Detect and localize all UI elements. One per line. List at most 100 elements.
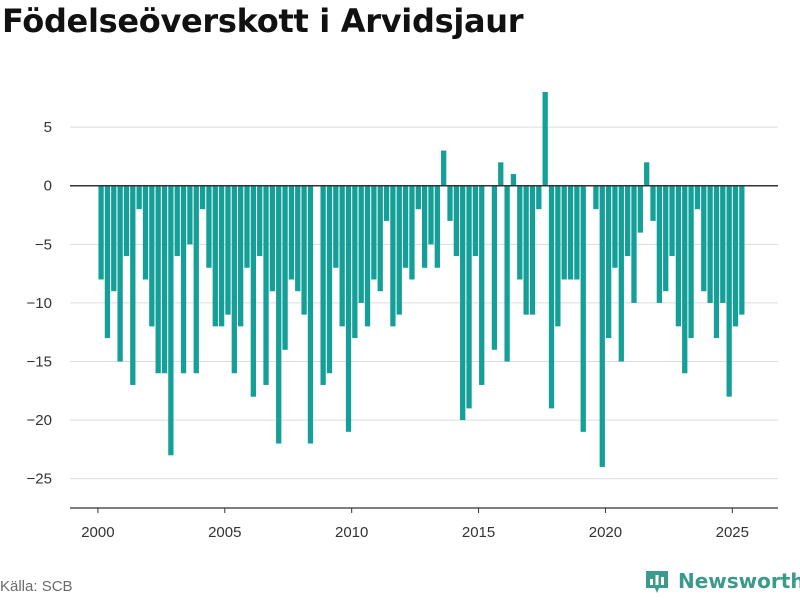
- bar: [155, 185, 161, 374]
- bar: [472, 185, 479, 257]
- bar: [250, 185, 256, 397]
- x-tick-label: 2020: [589, 524, 622, 541]
- bar: [206, 185, 212, 268]
- brand-logo[interactable]: Newsworthy: [644, 568, 800, 594]
- bar: [498, 162, 504, 186]
- axes: 5 0 −5 −10 −15 −20 −25 2000 2005 2010 2015 2020 2025: [27, 119, 778, 541]
- bar: [637, 185, 643, 233]
- bar: [276, 185, 282, 444]
- bar: [682, 185, 688, 374]
- bar: [111, 185, 117, 292]
- bar: [409, 185, 415, 280]
- source-label: Källa: SCB: [0, 578, 73, 595]
- bar: [675, 185, 682, 327]
- bar: [542, 92, 548, 186]
- bar: [650, 185, 656, 221]
- bar: [168, 185, 174, 456]
- bar: [231, 185, 237, 374]
- bar: [523, 185, 529, 315]
- x-tick-label: 2025: [716, 524, 749, 541]
- bar: [567, 185, 574, 280]
- bar: [618, 185, 624, 362]
- bar: [441, 150, 447, 186]
- bar: [732, 185, 739, 327]
- bar: [428, 185, 434, 245]
- bar: [605, 185, 612, 339]
- bar: [377, 185, 383, 292]
- bar: [320, 185, 326, 385]
- bar: [180, 185, 187, 374]
- x-tick-label: 2015: [462, 524, 495, 541]
- y-tick-label: −25: [27, 471, 52, 488]
- bar: [352, 185, 358, 339]
- bar: [726, 185, 732, 397]
- x-tick-label: 2005: [208, 524, 241, 541]
- bar: [707, 185, 713, 303]
- bar: [599, 185, 605, 467]
- bar: [212, 185, 218, 327]
- bar: [548, 185, 555, 409]
- bar: [504, 185, 510, 362]
- bar: [193, 185, 199, 374]
- bar: [612, 185, 618, 268]
- bar: [371, 185, 377, 280]
- y-tick-label: −5: [35, 236, 52, 253]
- bar: [561, 185, 567, 280]
- bar: [402, 185, 409, 268]
- bar: [295, 185, 301, 292]
- bar: [529, 185, 536, 315]
- bar: [307, 185, 314, 444]
- bar: [669, 185, 675, 257]
- y-tick-label: 0: [44, 178, 52, 195]
- bar: [326, 185, 333, 374]
- bar: [199, 185, 206, 210]
- bar: [117, 185, 123, 362]
- bar: [593, 185, 599, 210]
- bar: [123, 185, 130, 257]
- bar: [257, 185, 263, 257]
- bar: [479, 185, 485, 385]
- bar: [447, 185, 453, 221]
- bar: [536, 185, 542, 210]
- y-tick-label: −15: [27, 354, 52, 371]
- bar-series: [98, 92, 745, 467]
- y-tick-label: −10: [27, 295, 52, 312]
- bar: [460, 185, 466, 421]
- bar: [104, 185, 111, 339]
- bar: [383, 185, 390, 221]
- bar: [364, 185, 371, 327]
- x-tick-label: 2000: [81, 524, 114, 541]
- bar: [644, 162, 650, 186]
- x-tick-label: 2010: [335, 524, 368, 541]
- bar: [739, 185, 745, 315]
- y-tick-label: −20: [27, 412, 52, 429]
- bar: [421, 185, 428, 268]
- bar: [396, 185, 402, 315]
- bar-chart-logo-icon: [646, 571, 668, 593]
- bar: [142, 185, 149, 280]
- bar: [434, 185, 440, 268]
- bar: [288, 185, 295, 280]
- bar: [358, 185, 364, 303]
- bar: [415, 185, 421, 210]
- bar: [244, 185, 250, 268]
- bar: [301, 185, 307, 315]
- brand-name: Newsworthy: [678, 569, 800, 593]
- bar: [555, 185, 561, 327]
- bar: [574, 185, 580, 280]
- bar: [510, 174, 517, 186]
- bar: [149, 185, 155, 327]
- y-tick-label: 5: [44, 119, 52, 136]
- bar: [656, 185, 663, 303]
- bar: [187, 185, 193, 245]
- bar: [517, 185, 523, 280]
- bar: [174, 185, 180, 257]
- bar: [218, 185, 225, 327]
- gridlines: [70, 126, 778, 480]
- bar: [688, 185, 694, 339]
- bar: [333, 185, 339, 268]
- bar: [701, 185, 707, 292]
- bar: [453, 185, 460, 257]
- bar: [390, 185, 396, 327]
- bar: [631, 185, 637, 303]
